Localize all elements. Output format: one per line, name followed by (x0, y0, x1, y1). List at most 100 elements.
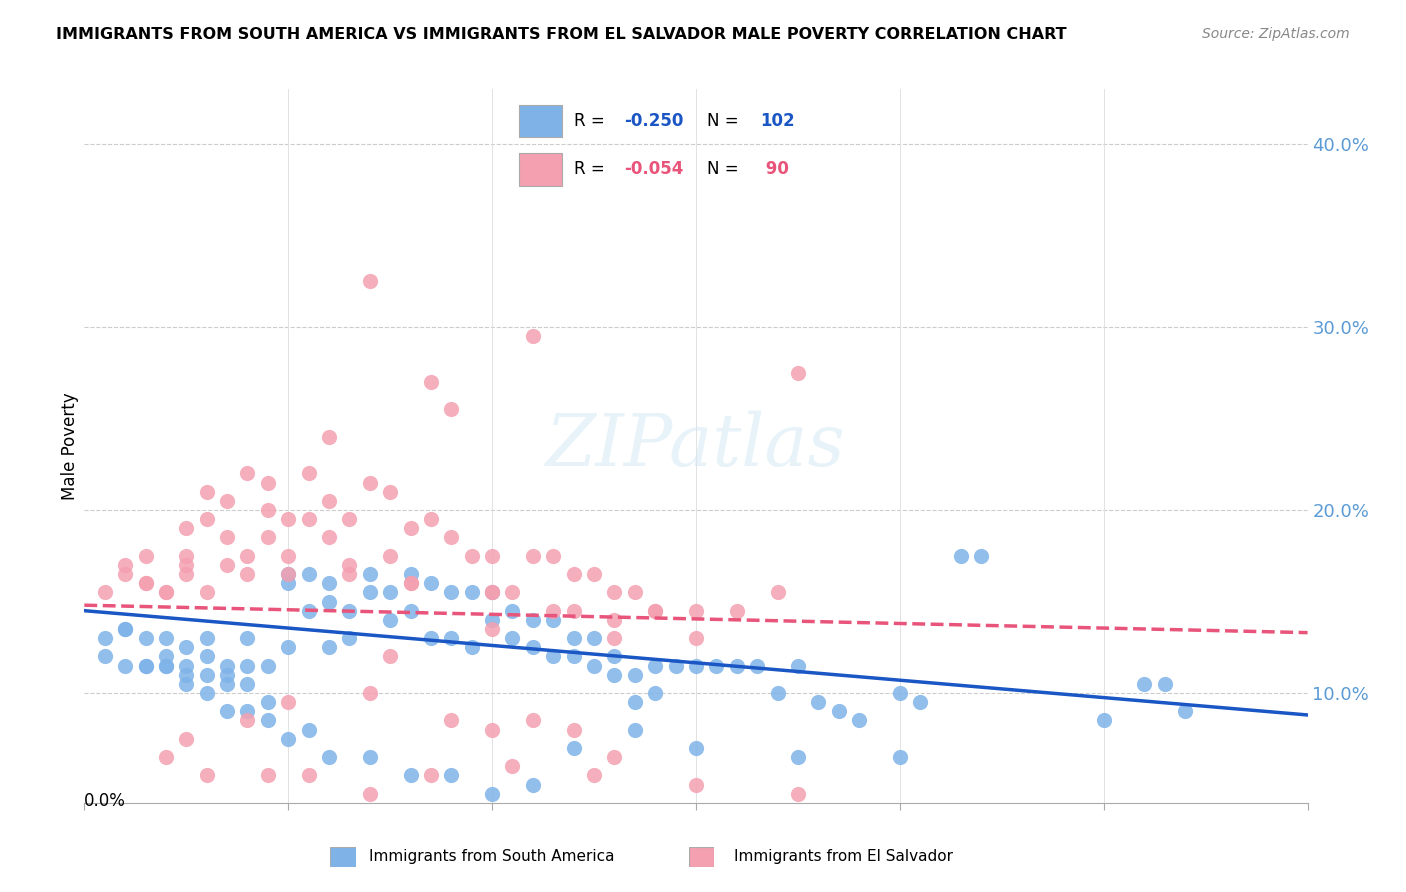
Point (481, 787, 503, 801)
Point (298, 567, 321, 582)
Point (257, 714, 280, 728)
Point (603, 585, 626, 599)
Point (440, 402, 463, 417)
Point (562, 649, 585, 664)
Point (114, 567, 136, 582)
Point (217, 531, 239, 545)
Point (359, 585, 381, 599)
Point (277, 512, 299, 526)
Point (725, 658, 748, 673)
Point (359, 750, 381, 764)
Point (176, 667, 198, 681)
Point (543, 549, 565, 563)
Point (583, 658, 606, 673)
Point (399, 576, 422, 591)
Point (562, 723, 585, 737)
Point (155, 649, 177, 664)
Point (176, 567, 198, 582)
Point (236, 704, 259, 718)
Point (624, 695, 647, 709)
Point (522, 640, 544, 655)
Point (481, 723, 503, 737)
Point (298, 467, 321, 481)
Point (236, 677, 259, 691)
Point (583, 567, 606, 582)
Point (155, 750, 177, 764)
Point (236, 658, 259, 673)
Point (359, 787, 381, 801)
Point (644, 686, 666, 700)
Point (380, 484, 402, 499)
Point (277, 567, 299, 582)
FancyBboxPatch shape (689, 847, 714, 867)
Point (155, 585, 177, 599)
Point (257, 658, 280, 673)
Point (522, 777, 544, 791)
Point (135, 658, 157, 673)
Point (583, 768, 606, 782)
Point (339, 631, 361, 645)
Point (93, 631, 117, 645)
Point (522, 714, 544, 728)
Point (155, 658, 177, 673)
Point (155, 631, 177, 645)
Point (399, 576, 422, 591)
Text: -0.054: -0.054 (624, 161, 683, 178)
Point (318, 531, 340, 545)
Point (236, 567, 259, 582)
Text: Immigrants from El Salvador: Immigrants from El Salvador (734, 849, 953, 863)
Point (502, 604, 524, 618)
Point (889, 750, 911, 764)
Point (747, 658, 769, 673)
Point (481, 585, 503, 599)
Text: Source: ZipAtlas.com: Source: ZipAtlas.com (1202, 27, 1350, 41)
Text: Immigrants from South America: Immigrants from South America (370, 849, 614, 863)
Point (685, 658, 707, 673)
Point (1174, 704, 1197, 718)
Point (706, 658, 728, 673)
Text: IMMIGRANTS FROM SOUTH AMERICA VS IMMIGRANTS FROM EL SALVADOR MALE POVERTY CORREL: IMMIGRANTS FROM SOUTH AMERICA VS IMMIGRA… (56, 27, 1067, 42)
Point (114, 622, 136, 636)
Point (114, 622, 136, 636)
Point (562, 740, 585, 755)
Point (176, 558, 198, 572)
Point (481, 585, 503, 599)
Point (502, 631, 524, 645)
Point (380, 613, 402, 627)
Point (828, 704, 851, 718)
FancyBboxPatch shape (330, 847, 356, 867)
Point (848, 714, 870, 728)
Point (135, 658, 157, 673)
Point (685, 631, 707, 645)
Point (1092, 714, 1115, 728)
Point (217, 704, 239, 718)
Point (440, 631, 463, 645)
Point (176, 521, 198, 535)
Point (277, 640, 299, 655)
Point (481, 613, 503, 627)
Point (583, 631, 606, 645)
Text: R =: R = (574, 112, 610, 130)
Point (135, 631, 157, 645)
Point (543, 613, 565, 627)
Point (665, 658, 688, 673)
Point (562, 567, 585, 582)
Text: R =: R = (574, 161, 610, 178)
Y-axis label: Male Poverty: Male Poverty (60, 392, 79, 500)
Point (420, 768, 443, 782)
Point (93, 649, 117, 664)
Point (502, 759, 524, 773)
Point (685, 604, 707, 618)
Point (277, 731, 299, 746)
Point (461, 585, 484, 599)
Point (195, 686, 218, 700)
Point (195, 484, 218, 499)
Point (318, 430, 340, 444)
Point (1154, 677, 1177, 691)
FancyBboxPatch shape (519, 105, 562, 137)
Point (420, 576, 443, 591)
Point (176, 677, 198, 691)
Point (298, 768, 321, 782)
Point (399, 567, 422, 582)
Point (359, 475, 381, 490)
